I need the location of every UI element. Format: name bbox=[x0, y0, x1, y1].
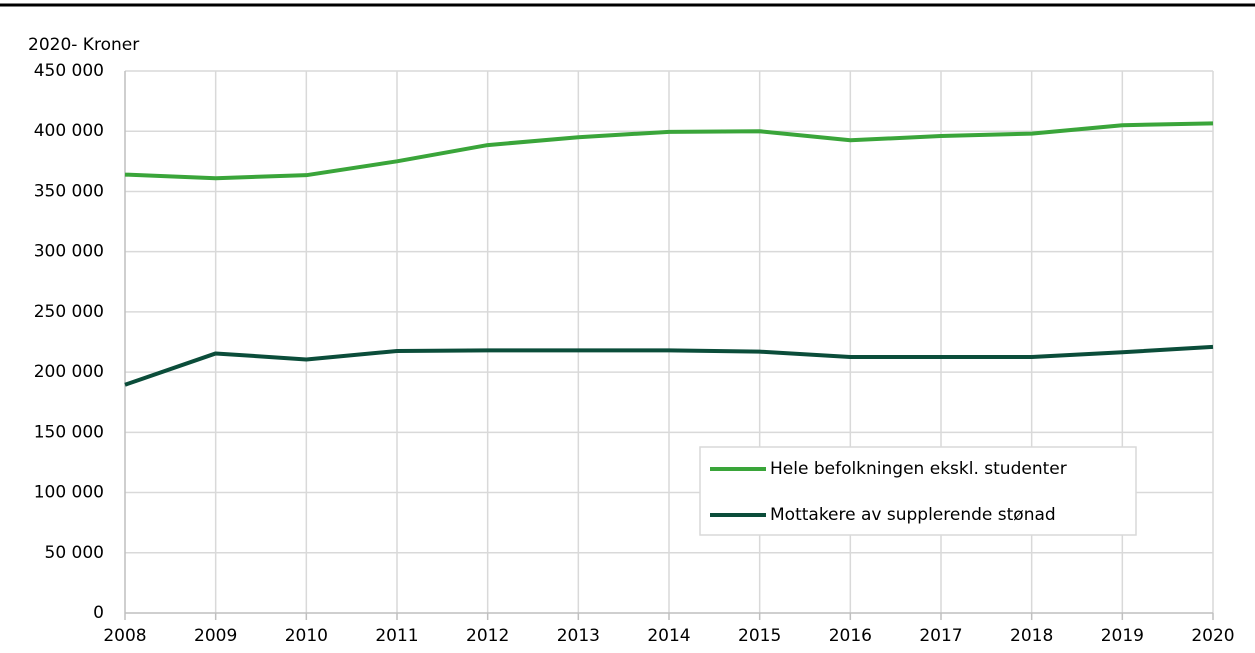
x-tick-label: 2015 bbox=[738, 626, 781, 646]
y-tick-label: 300 000 bbox=[34, 242, 104, 262]
x-tick-label: 2020 bbox=[1191, 626, 1234, 646]
y-axis-label: 2020- Kroner bbox=[28, 35, 139, 55]
legend-label: Hele befolkningen ekskl. studenter bbox=[770, 459, 1067, 479]
x-tick-label: 2014 bbox=[647, 626, 690, 646]
y-tick-label: 150 000 bbox=[34, 422, 104, 442]
y-tick-label: 200 000 bbox=[34, 362, 104, 382]
y-tick-label: 400 000 bbox=[34, 121, 104, 141]
x-tick-label: 2018 bbox=[1010, 626, 1053, 646]
x-tick-label: 2011 bbox=[375, 626, 418, 646]
x-tick-label: 2016 bbox=[829, 626, 872, 646]
y-tick-label: 250 000 bbox=[34, 302, 104, 322]
y-tick-label: 350 000 bbox=[34, 181, 104, 201]
x-tick-label: 2017 bbox=[919, 626, 962, 646]
legend-box bbox=[699, 446, 1137, 536]
legend: Hele befolkningen ekskl. studenter Mottak… bbox=[699, 446, 1137, 536]
x-tick-label: 2010 bbox=[285, 626, 328, 646]
y-tick-label: 50 000 bbox=[45, 543, 104, 563]
y-tick-label: 100 000 bbox=[34, 483, 104, 503]
x-tick-label: 2013 bbox=[557, 626, 600, 646]
x-tick-label: 2009 bbox=[194, 626, 237, 646]
y-tick-label: 0 bbox=[93, 603, 104, 623]
series-line bbox=[124, 121, 1214, 181]
legend-label: Mottakere av supplerende stønad bbox=[770, 505, 1056, 525]
x-tick-label: 2019 bbox=[1101, 626, 1144, 646]
x-tick-label: 2012 bbox=[466, 626, 509, 646]
x-tick-label: 2008 bbox=[103, 626, 146, 646]
series-line bbox=[124, 344, 1214, 387]
y-tick-label: 450 000 bbox=[34, 61, 104, 81]
